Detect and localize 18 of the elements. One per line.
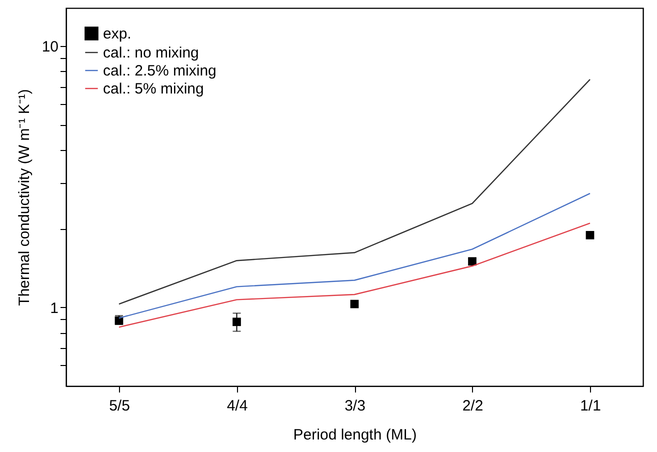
x-tick-label: 3/3 bbox=[344, 398, 366, 414]
line-series bbox=[118, 222, 591, 328]
legend-label: exp. bbox=[103, 26, 132, 42]
x-tick-label: 4/4 bbox=[226, 398, 248, 414]
legend-label: cal.: 5% mixing bbox=[103, 80, 204, 98]
x-tick-label: 1/1 bbox=[580, 398, 601, 414]
legend-label: cal.: no mixing bbox=[103, 44, 199, 62]
point bbox=[232, 318, 241, 326]
legend-label: cal.: 2.5% mixing bbox=[103, 62, 216, 80]
y-tick-label: 10 bbox=[42, 38, 58, 56]
x-tick-label: 5/5 bbox=[109, 398, 130, 414]
point bbox=[350, 300, 359, 308]
y-axis-title: Thermal conductivity (W m⁻¹ K⁻¹) bbox=[16, 89, 33, 306]
x-tick-label: 2/2 bbox=[462, 398, 484, 414]
point bbox=[586, 230, 594, 240]
y-tick-label: 1 bbox=[50, 300, 58, 317]
point bbox=[468, 257, 476, 266]
x-axis-title: Period length (ML) bbox=[293, 426, 417, 444]
